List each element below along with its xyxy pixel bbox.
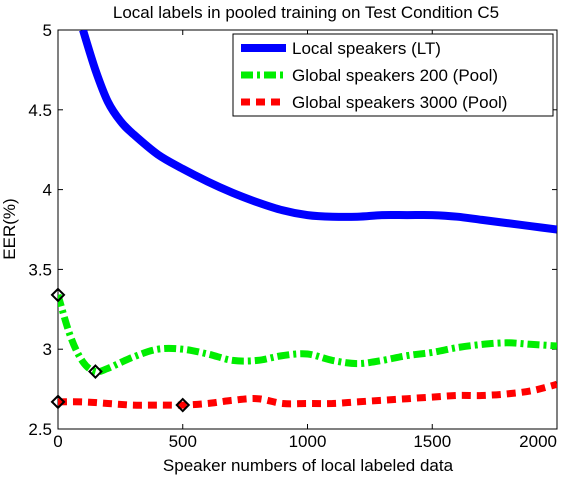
x-axis-ticks: 0 500 1000 1500 2000 xyxy=(53,30,558,451)
x-axis-label: Speaker numbers of local labeled data xyxy=(163,456,454,475)
data-point-marker xyxy=(50,287,66,303)
series-line-1 xyxy=(79,30,557,234)
chart-title: Local labels in pooled training on Test … xyxy=(113,3,499,22)
series-line-2 xyxy=(58,293,557,376)
data-point-marker xyxy=(50,394,66,410)
y-tick-label: 5 xyxy=(43,21,52,40)
x-tick-label: 1500 xyxy=(413,432,451,451)
y-tick-label: 4 xyxy=(43,181,52,200)
legend-label-3: Global speakers 3000 (Pool) xyxy=(292,93,507,112)
x-tick-label: 1000 xyxy=(289,432,327,451)
series-layer xyxy=(58,30,557,409)
marker-layer xyxy=(50,287,191,413)
x-tick-label: 0 xyxy=(53,432,62,451)
y-tick-label: 3 xyxy=(43,340,52,359)
x-tick-label: 500 xyxy=(169,432,197,451)
legend: Local speakers (LT) Global speakers 200 (… xyxy=(232,33,554,117)
y-axis-ticks: 2.5 3 3.5 4 4.5 5 xyxy=(28,21,557,439)
legend-label-2: Global speakers 200 (Pool) xyxy=(292,66,498,85)
data-point-marker xyxy=(88,364,103,379)
legend-box xyxy=(232,33,554,117)
y-tick-label: 3.5 xyxy=(28,260,52,279)
y-axis-label: EER(%) xyxy=(0,198,19,259)
y-tick-label: 4.5 xyxy=(28,101,52,120)
x-tick-label: 2000 xyxy=(519,432,557,451)
legend-label-1: Local speakers (LT) xyxy=(292,39,441,58)
y-tick-label: 2.5 xyxy=(28,420,52,439)
series-line-3 xyxy=(58,380,557,409)
data-point-marker xyxy=(175,397,191,413)
